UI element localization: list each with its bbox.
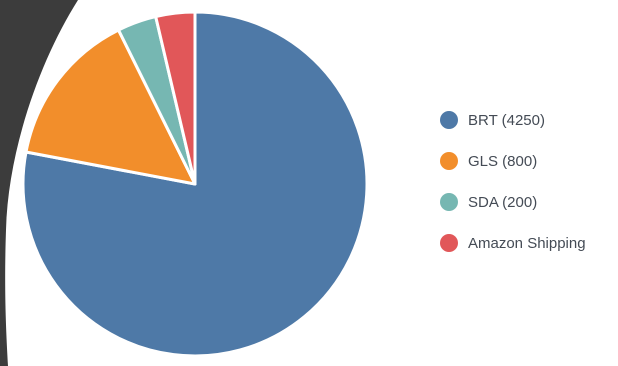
legend-item-3[interactable]: Amazon Shipping: [440, 233, 586, 253]
dark-frame-band: [0, 0, 78, 366]
legend-swatch-2: [440, 193, 458, 211]
pie-chart: [21, 10, 369, 358]
legend-label-3: Amazon Shipping: [468, 234, 586, 252]
legend-swatch-1: [440, 152, 458, 170]
chart-legend: BRT (4250) GLS (800) SDA (200) Amazon Shipp…: [440, 110, 586, 274]
pie-slice-3[interactable]: [154, 10, 197, 186]
legend-item-2[interactable]: SDA (200): [440, 192, 586, 212]
legend-item-0[interactable]: BRT (4250): [440, 110, 586, 130]
legend-label-2: SDA (200): [468, 193, 538, 211]
legend-label-0: BRT (4250): [468, 111, 545, 129]
pie-slice-1[interactable]: [24, 28, 197, 186]
legend-swatch-0: [440, 111, 458, 129]
legend-label-1: GLS (800): [468, 152, 538, 170]
legend-item-1[interactable]: GLS (800): [440, 151, 586, 171]
legend-swatch-3: [440, 234, 458, 252]
